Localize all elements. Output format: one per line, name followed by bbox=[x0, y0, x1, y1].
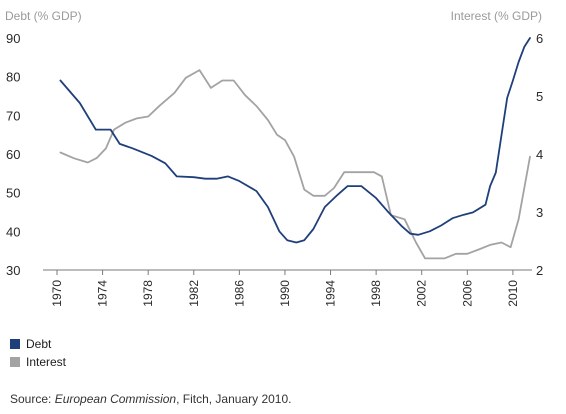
x-tick-label: 1978 bbox=[141, 280, 155, 307]
source-prefix: Source: bbox=[10, 392, 55, 406]
series-line-interest bbox=[59, 69, 531, 260]
left-axis-title: Debt (% GDP) bbox=[5, 9, 82, 23]
x-tick-label: 1974 bbox=[96, 280, 110, 307]
left-axis-ticks: 90 80 70 60 50 40 30 bbox=[6, 31, 20, 278]
x-tick-label: 2006 bbox=[460, 280, 474, 307]
dual-axis-line-chart: Debt (% GDP) Interest (% GDP) 90 80 70 60 50… bbox=[5, 9, 543, 307]
right-tick-label: 6 bbox=[536, 31, 543, 46]
legend: Debt Interest bbox=[10, 335, 66, 371]
source-note: Source: European Commission, Fitch, Janu… bbox=[10, 392, 292, 406]
source-italic: European Commission bbox=[54, 392, 177, 406]
series-layer bbox=[59, 37, 531, 260]
legend-label-interest: Interest bbox=[26, 355, 67, 369]
x-tick-label: 1970 bbox=[50, 280, 64, 307]
legend-item-interest: Interest bbox=[10, 353, 66, 371]
source-suffix: , Fitch, January 2010. bbox=[176, 392, 292, 406]
x-tick-label: 1986 bbox=[232, 280, 246, 307]
legend-item-debt: Debt bbox=[10, 335, 66, 353]
right-tick-label: 2 bbox=[536, 263, 543, 278]
legend-swatch-interest bbox=[10, 357, 20, 367]
x-tick-label: 2010 bbox=[506, 280, 520, 307]
right-tick-label: 5 bbox=[536, 89, 543, 104]
left-tick-label: 70 bbox=[6, 108, 20, 123]
right-tick-label: 3 bbox=[536, 205, 543, 220]
left-tick-label: 90 bbox=[6, 31, 20, 46]
left-tick-label: 60 bbox=[6, 147, 20, 162]
right-axis-title: Interest (% GDP) bbox=[451, 9, 542, 23]
left-tick-label: 40 bbox=[6, 224, 20, 239]
left-tick-label: 80 bbox=[6, 70, 20, 85]
legend-swatch-debt bbox=[10, 339, 20, 349]
right-tick-label: 4 bbox=[536, 147, 543, 162]
x-tick-label: 1982 bbox=[187, 280, 201, 307]
right-axis-ticks: 6 5 4 3 2 bbox=[536, 31, 543, 278]
x-tick-label: 1998 bbox=[369, 280, 383, 307]
x-tick-label: 2002 bbox=[415, 280, 429, 307]
left-tick-label: 30 bbox=[6, 263, 20, 278]
legend-label-debt: Debt bbox=[26, 337, 52, 351]
series-line-debt bbox=[59, 37, 531, 244]
left-tick-label: 50 bbox=[6, 186, 20, 201]
x-tick-label: 1990 bbox=[278, 280, 292, 307]
x-axis-ticks: 1970 1974 1978 1982 1986 1990 1994 1998 2002 2006… bbox=[50, 270, 520, 307]
x-tick-label: 1994 bbox=[324, 280, 338, 307]
